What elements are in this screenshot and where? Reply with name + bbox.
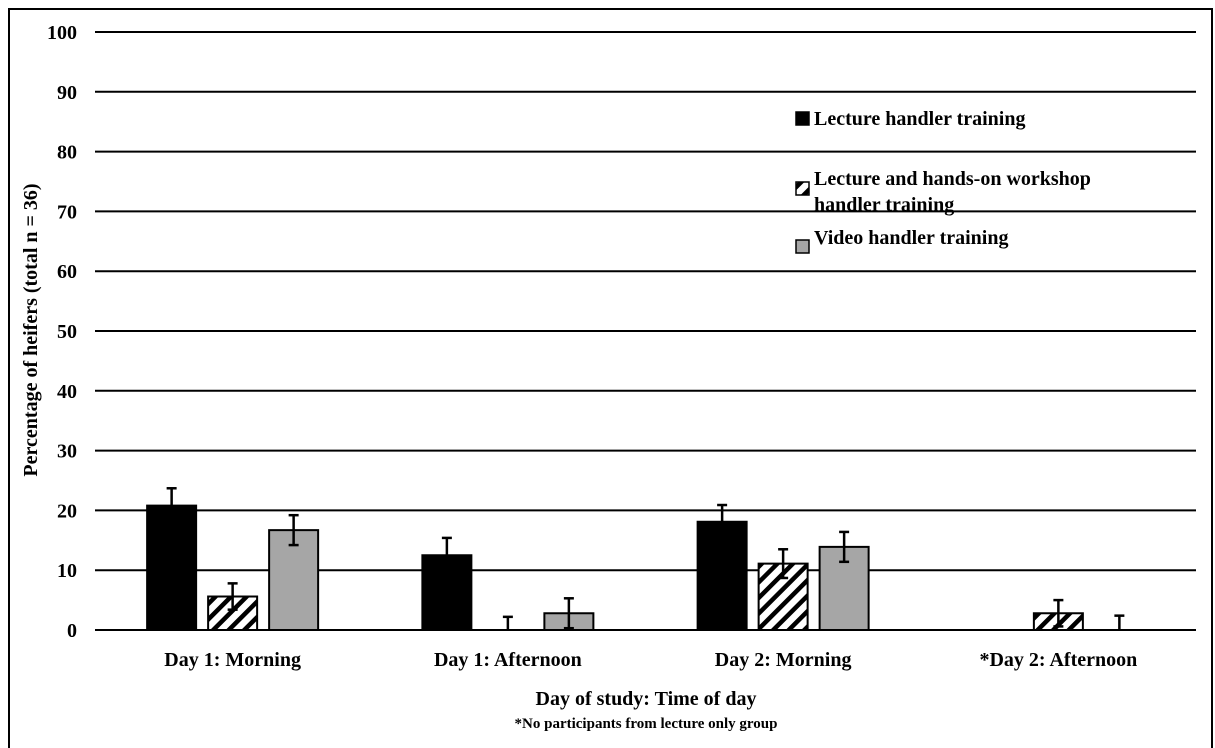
y-tick-label: 80 xyxy=(57,142,77,164)
chart-frame xyxy=(8,8,1213,748)
y-tick-labels: 0 10 20 30 40 50 60 70 80 90 100 xyxy=(47,22,77,642)
legend-swatch xyxy=(795,181,810,196)
y-tick-label: 70 xyxy=(57,201,77,223)
x-tick-label: Day 2: Morning xyxy=(715,649,852,671)
legend-label: Lecture and hands-on workshop xyxy=(814,168,1091,190)
x-tick-label: Day 1: Afternoon xyxy=(434,649,582,671)
legend-label: Lecture handler training xyxy=(814,108,1025,130)
x-tick-labels: Day 1: Morning Day 1: Afternoon Day 2: Mor… xyxy=(164,649,1137,671)
bar xyxy=(696,520,748,632)
y-tick-label: 90 xyxy=(57,82,77,104)
x-axis-title: Day of study: Time of day xyxy=(536,688,757,710)
x-tick-label: Day 1: Morning xyxy=(164,649,301,671)
x-tick-label: *Day 2: Afternoon xyxy=(979,649,1137,671)
y-tick-label: 100 xyxy=(47,22,77,44)
legend-label: handler training xyxy=(814,194,954,216)
legend-swatch xyxy=(795,111,810,126)
y-tick-label: 50 xyxy=(57,321,77,343)
bar xyxy=(146,504,198,631)
legend-label: Video handler training xyxy=(814,227,1008,249)
legend: Lecture handler training Lecture and hand… xyxy=(795,108,1091,254)
y-tick-label: 10 xyxy=(57,560,77,582)
y-tick-label: 30 xyxy=(57,441,77,463)
y-tick-label: 60 xyxy=(57,261,77,283)
error-bars xyxy=(166,487,1125,630)
legend-swatch xyxy=(795,239,810,254)
y-axis-title: Percentage of heifers (total n = 36) xyxy=(20,183,42,476)
footnote: *No participants from lecture only group xyxy=(515,716,778,732)
gridlines xyxy=(95,31,1196,631)
bars xyxy=(146,504,1084,632)
y-tick-label: 0 xyxy=(67,620,77,642)
y-tick-label: 20 xyxy=(57,500,77,522)
y-tick-label: 40 xyxy=(57,381,77,403)
